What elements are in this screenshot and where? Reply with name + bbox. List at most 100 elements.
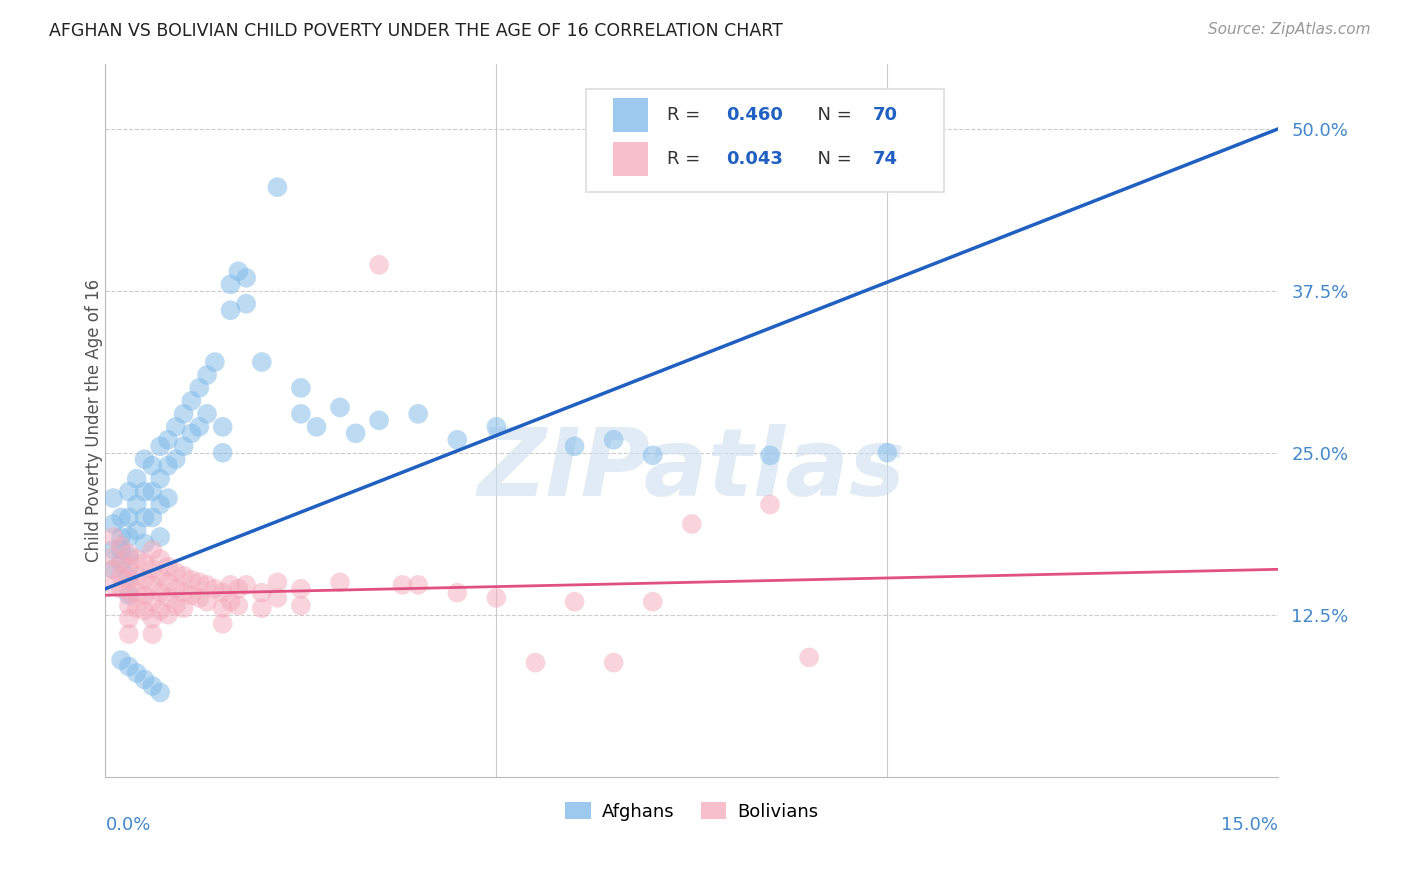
Point — [219, 595, 242, 609]
Point — [368, 258, 391, 272]
Point — [211, 585, 233, 599]
Point — [180, 426, 202, 441]
Text: N =: N = — [806, 105, 858, 124]
Text: 0.0%: 0.0% — [105, 816, 150, 834]
Point — [602, 656, 624, 670]
Point — [125, 498, 148, 512]
Point — [211, 419, 233, 434]
Point — [141, 679, 163, 693]
Point — [103, 562, 125, 576]
Point — [188, 575, 211, 590]
Point — [173, 407, 195, 421]
Point — [211, 601, 233, 615]
Point — [406, 578, 429, 592]
Point — [110, 556, 132, 570]
Point — [180, 573, 202, 587]
Text: ZIPatlas: ZIPatlas — [478, 425, 905, 516]
Point — [134, 452, 156, 467]
Point — [290, 381, 312, 395]
Point — [180, 588, 202, 602]
Point — [134, 484, 156, 499]
Point — [141, 595, 163, 609]
Point — [235, 297, 257, 311]
Point — [165, 582, 187, 596]
Text: 70: 70 — [873, 105, 897, 124]
FancyBboxPatch shape — [613, 142, 648, 176]
Point — [641, 595, 664, 609]
Point — [118, 569, 141, 583]
Point — [156, 458, 179, 473]
Point — [195, 407, 218, 421]
Point — [173, 439, 195, 453]
Point — [103, 549, 125, 564]
Point — [125, 524, 148, 538]
Point — [118, 549, 141, 564]
Point — [141, 611, 163, 625]
Point — [134, 536, 156, 550]
Point — [118, 588, 141, 602]
Point — [156, 433, 179, 447]
Point — [165, 599, 187, 613]
Point — [329, 401, 352, 415]
Point — [173, 585, 195, 599]
Point — [681, 516, 703, 531]
Point — [195, 595, 218, 609]
Point — [797, 650, 820, 665]
Text: 15.0%: 15.0% — [1222, 816, 1278, 834]
Point — [149, 585, 172, 599]
Point — [103, 542, 125, 557]
Point — [149, 685, 172, 699]
Point — [149, 439, 172, 453]
Point — [125, 665, 148, 680]
Point — [368, 413, 391, 427]
Point — [524, 656, 547, 670]
Point — [165, 452, 187, 467]
Point — [406, 407, 429, 421]
Point — [141, 562, 163, 576]
Point — [290, 599, 312, 613]
Point — [602, 433, 624, 447]
FancyBboxPatch shape — [613, 97, 648, 132]
Point — [125, 552, 148, 566]
Point — [134, 588, 156, 602]
Point — [266, 591, 288, 605]
Point — [110, 653, 132, 667]
Point — [141, 542, 163, 557]
Point — [134, 556, 156, 570]
Point — [219, 277, 242, 292]
Point — [149, 604, 172, 618]
Point — [188, 591, 211, 605]
Point — [211, 616, 233, 631]
Point — [485, 419, 508, 434]
Point — [188, 419, 211, 434]
Point — [211, 446, 233, 460]
Point — [103, 562, 125, 576]
Point — [156, 575, 179, 590]
Point — [134, 604, 156, 618]
Point — [125, 601, 148, 615]
Point — [110, 556, 132, 570]
Point — [118, 599, 141, 613]
Point — [446, 433, 468, 447]
Point — [125, 472, 148, 486]
Point — [110, 539, 132, 553]
Point — [188, 381, 211, 395]
Point — [305, 419, 328, 434]
Point — [118, 559, 141, 574]
Point — [195, 368, 218, 382]
Point — [118, 484, 141, 499]
Point — [103, 491, 125, 505]
Point — [118, 547, 141, 561]
Text: 74: 74 — [873, 150, 897, 168]
Point — [228, 264, 250, 278]
Point — [118, 585, 141, 599]
Point — [141, 458, 163, 473]
Point — [641, 448, 664, 462]
FancyBboxPatch shape — [586, 89, 943, 193]
Point — [173, 601, 195, 615]
Point — [446, 585, 468, 599]
Point — [156, 591, 179, 605]
Point — [235, 578, 257, 592]
Point — [250, 585, 273, 599]
Point — [141, 484, 163, 499]
